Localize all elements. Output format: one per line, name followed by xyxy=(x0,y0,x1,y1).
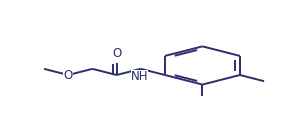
Text: O: O xyxy=(112,47,121,60)
Text: NH: NH xyxy=(131,70,148,83)
Text: O: O xyxy=(64,69,73,82)
